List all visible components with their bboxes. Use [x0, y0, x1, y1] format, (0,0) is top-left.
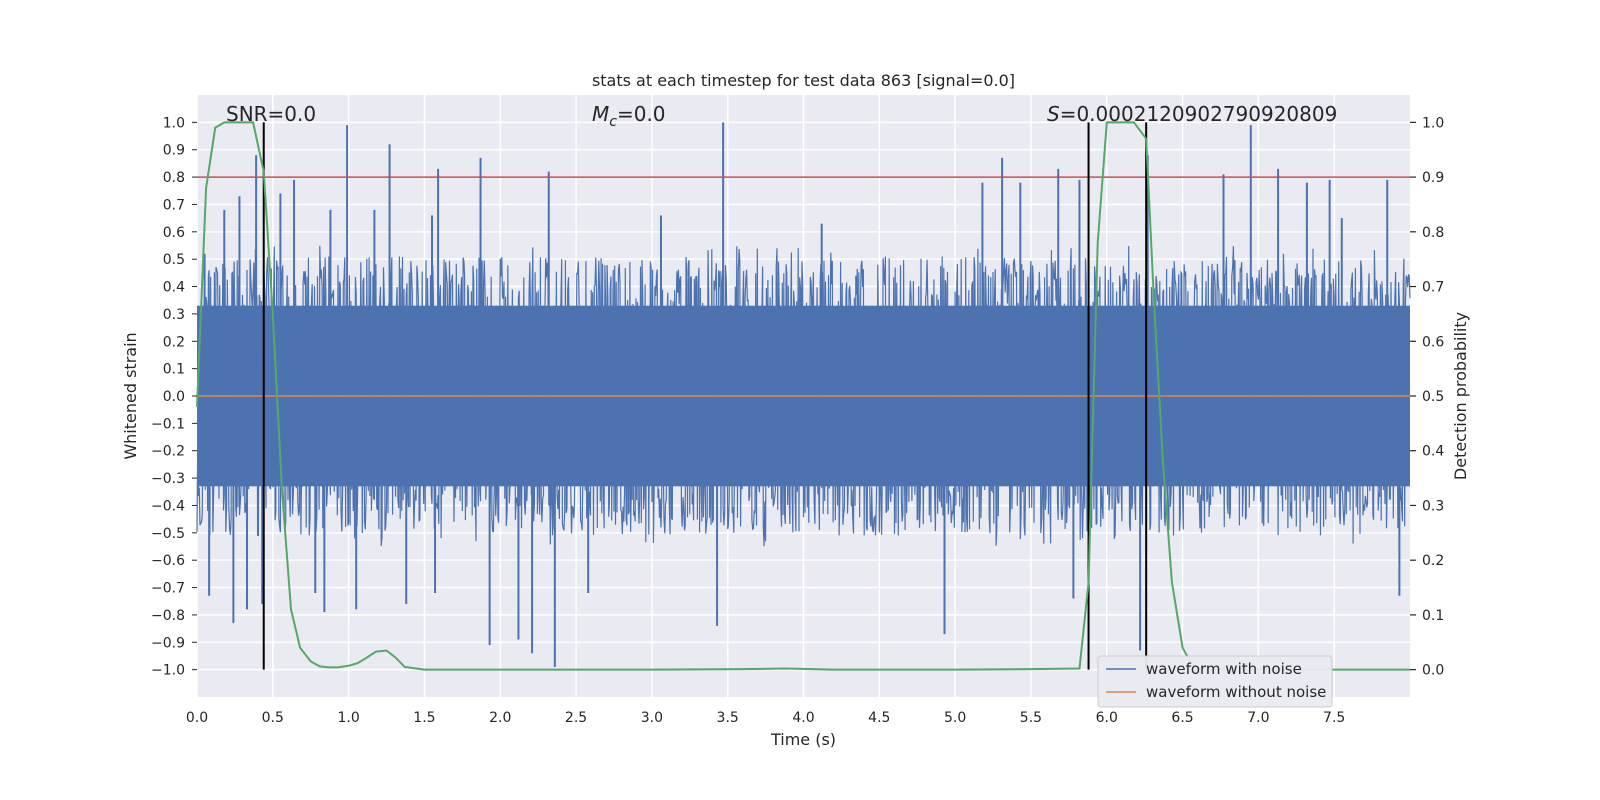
y2-tick-label: 0.4: [1422, 444, 1444, 460]
y-axis-label: Whitened strain: [121, 332, 140, 459]
y2-axis-label: Detection probability: [1451, 312, 1470, 480]
y2-tick-label: 0.0: [1422, 663, 1444, 679]
x-tick-label: 5.0: [944, 710, 966, 726]
x-tick-label: 3.0: [641, 710, 663, 726]
y2-tick-label: 0.6: [1422, 334, 1444, 350]
x-tick-label: 7.0: [1247, 710, 1269, 726]
s-symbol: S: [1047, 102, 1060, 126]
y-tick-label: 0.6: [163, 225, 185, 241]
mc-subscript: c: [609, 114, 617, 130]
y-tick-label: 0.3: [163, 307, 185, 323]
y2-tick-label: 0.8: [1422, 225, 1444, 241]
chirp-mass-annotation: Mc=0.0: [592, 102, 666, 130]
legend-label-clean: waveform without noise: [1146, 683, 1326, 701]
x-tick-label: 5.5: [1020, 710, 1042, 726]
y-tick-label: 0.8: [163, 170, 185, 186]
y-tick-label: 0.0: [163, 389, 185, 405]
x-tick-label: 6.0: [1096, 710, 1118, 726]
y2-tick-label: 0.1: [1422, 608, 1444, 624]
y-tick-label: −0.4: [151, 498, 185, 514]
y2-tick-label: 0.2: [1422, 553, 1444, 569]
legend-box: [1097, 655, 1333, 708]
axis-ticks: 0.0 0.5 1.0 1.5 2.0 2.5 3.0 3.5 4.0 4.5 5.0 5.5 6.0 6…: [151, 115, 1444, 726]
y-tick-label: 0.5: [163, 252, 185, 268]
s-value: =0.0002120902790920809: [1060, 102, 1338, 126]
y2-tick-label: 0.3: [1422, 498, 1444, 514]
x-tick-label: 3.5: [717, 710, 739, 726]
y-tick-label: 1.0: [163, 115, 185, 131]
y-tick-label: −0.8: [151, 608, 185, 624]
x-tick-label: 4.0: [792, 710, 814, 726]
detection-probability-line: [196, 121, 1410, 671]
y-tick-label: −0.9: [151, 635, 185, 651]
y-tick-label: −0.6: [151, 553, 185, 569]
y-tick-label: −0.1: [151, 416, 185, 432]
y2-tick-label: 1.0: [1422, 115, 1444, 131]
x-tick-label: 2.0: [489, 710, 511, 726]
y-tick-label: −0.3: [151, 471, 185, 487]
x-tick-label: 7.5: [1323, 710, 1345, 726]
y-tick-label: 0.2: [163, 334, 185, 350]
x-tick-label: 0.0: [186, 710, 208, 726]
x-tick-label: 1.5: [413, 710, 435, 726]
y2-tick-label: 0.7: [1422, 280, 1444, 296]
legend: waveform with noise waveform without noi…: [1097, 655, 1333, 708]
x-tick-label: 4.5: [868, 710, 890, 726]
x-tick-label: 1.0: [337, 710, 359, 726]
snr-annotation: SNR=0.0: [226, 102, 316, 126]
chart-title: stats at each timestep for test data 863…: [592, 71, 1015, 90]
significance-annotation: S=0.0002120902790920809: [1047, 102, 1337, 126]
mc-value: =0.0: [617, 102, 666, 126]
y-tick-label: −0.7: [151, 581, 185, 597]
y-tick-label: 0.9: [163, 143, 185, 159]
y-tick-label: 0.4: [163, 280, 185, 296]
x-axis-label: Time (s): [770, 730, 836, 749]
mc-symbol: M: [592, 102, 609, 126]
legend-label-noise: waveform with noise: [1146, 660, 1302, 678]
y-tick-label: 0.7: [163, 197, 185, 213]
y-tick-label: −0.5: [151, 526, 185, 542]
x-tick-label: 0.5: [262, 710, 284, 726]
y-tick-label: 0.1: [163, 362, 185, 378]
x-tick-label: 6.5: [1171, 710, 1193, 726]
y-tick-label: −1.0: [151, 663, 185, 679]
y2-tick-label: 0.5: [1422, 389, 1444, 405]
x-tick-label: 2.5: [565, 710, 587, 726]
y2-tick-label: 0.9: [1422, 170, 1444, 186]
y-tick-label: −0.2: [151, 444, 185, 460]
